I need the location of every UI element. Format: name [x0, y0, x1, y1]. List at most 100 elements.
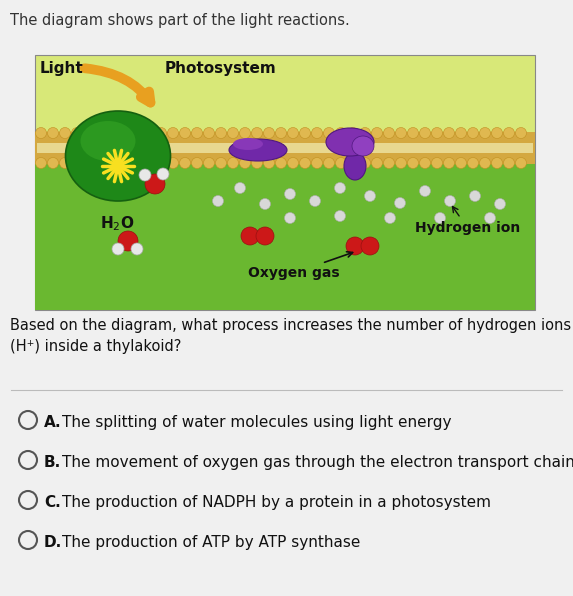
Text: H$_2$O: H$_2$O: [100, 214, 135, 232]
Circle shape: [167, 157, 179, 169]
Circle shape: [213, 195, 223, 206]
Circle shape: [504, 128, 515, 138]
Circle shape: [335, 210, 346, 222]
Circle shape: [285, 188, 296, 200]
Circle shape: [468, 157, 478, 169]
Circle shape: [419, 128, 430, 138]
Circle shape: [394, 197, 406, 209]
Ellipse shape: [80, 121, 135, 161]
Circle shape: [492, 157, 503, 169]
Bar: [35, 132, 535, 164]
Circle shape: [264, 128, 274, 138]
Text: The splitting of water molecules using light energy: The splitting of water molecules using l…: [62, 415, 452, 430]
Circle shape: [120, 157, 131, 169]
Circle shape: [240, 128, 250, 138]
Circle shape: [444, 128, 454, 138]
Circle shape: [485, 213, 496, 224]
Circle shape: [203, 128, 214, 138]
Circle shape: [215, 128, 226, 138]
Circle shape: [108, 157, 119, 169]
Ellipse shape: [65, 111, 171, 201]
Circle shape: [84, 128, 95, 138]
Circle shape: [456, 128, 466, 138]
Circle shape: [167, 128, 179, 138]
Circle shape: [157, 168, 169, 180]
Ellipse shape: [326, 128, 374, 156]
Circle shape: [112, 243, 124, 255]
Circle shape: [492, 128, 503, 138]
FancyArrowPatch shape: [85, 69, 151, 103]
Circle shape: [191, 157, 202, 169]
Circle shape: [118, 231, 138, 251]
Bar: [37, 143, 533, 153]
Circle shape: [240, 157, 250, 169]
Text: The production of ATP by ATP synthase: The production of ATP by ATP synthase: [62, 535, 360, 550]
Ellipse shape: [352, 136, 374, 156]
Circle shape: [445, 195, 456, 206]
Text: D.: D.: [44, 535, 62, 550]
Circle shape: [215, 157, 226, 169]
Circle shape: [252, 128, 262, 138]
Circle shape: [359, 157, 371, 169]
Circle shape: [241, 227, 259, 245]
Circle shape: [361, 237, 379, 255]
Circle shape: [324, 157, 335, 169]
Circle shape: [72, 157, 83, 169]
Circle shape: [96, 157, 107, 169]
Ellipse shape: [229, 139, 287, 161]
Circle shape: [419, 185, 430, 197]
Text: Light: Light: [40, 61, 84, 76]
Circle shape: [60, 128, 70, 138]
Circle shape: [143, 157, 155, 169]
Circle shape: [336, 128, 347, 138]
Circle shape: [347, 128, 359, 138]
Text: B.: B.: [44, 455, 61, 470]
Circle shape: [309, 195, 320, 206]
Circle shape: [407, 128, 418, 138]
Circle shape: [312, 157, 323, 169]
Circle shape: [359, 128, 371, 138]
Circle shape: [383, 128, 394, 138]
Text: Based on the diagram, what process increases the number of hydrogen ions
(H⁺) in: Based on the diagram, what process incre…: [10, 318, 571, 354]
Circle shape: [347, 157, 359, 169]
Text: Hydrogen ion: Hydrogen ion: [415, 207, 520, 235]
Circle shape: [395, 157, 406, 169]
Circle shape: [36, 128, 46, 138]
Circle shape: [285, 213, 296, 224]
Ellipse shape: [233, 138, 263, 150]
Circle shape: [288, 128, 299, 138]
Circle shape: [276, 157, 286, 169]
Circle shape: [516, 157, 527, 169]
Circle shape: [324, 128, 335, 138]
Circle shape: [480, 128, 490, 138]
Circle shape: [288, 157, 299, 169]
Text: A.: A.: [44, 415, 62, 430]
Bar: [35, 164, 535, 310]
Circle shape: [383, 157, 394, 169]
Circle shape: [384, 213, 395, 224]
Circle shape: [203, 157, 214, 169]
Circle shape: [494, 198, 505, 210]
Circle shape: [252, 157, 262, 169]
Circle shape: [444, 157, 454, 169]
Text: The production of NADPH by a protein in a photosystem: The production of NADPH by a protein in …: [62, 495, 491, 510]
Circle shape: [36, 157, 46, 169]
Bar: [35, 55, 535, 310]
Circle shape: [480, 157, 490, 169]
Circle shape: [336, 157, 347, 169]
Text: C.: C.: [44, 495, 61, 510]
Circle shape: [48, 128, 58, 138]
Circle shape: [335, 182, 346, 194]
Circle shape: [131, 128, 143, 138]
Circle shape: [108, 128, 119, 138]
Circle shape: [72, 128, 83, 138]
Circle shape: [504, 157, 515, 169]
Circle shape: [48, 157, 58, 169]
Text: Oxygen gas: Oxygen gas: [248, 252, 352, 280]
Circle shape: [469, 191, 481, 201]
Circle shape: [371, 128, 383, 138]
Text: The diagram shows part of the light reactions.: The diagram shows part of the light reac…: [10, 13, 350, 28]
Circle shape: [419, 157, 430, 169]
Circle shape: [407, 157, 418, 169]
Circle shape: [145, 174, 165, 194]
